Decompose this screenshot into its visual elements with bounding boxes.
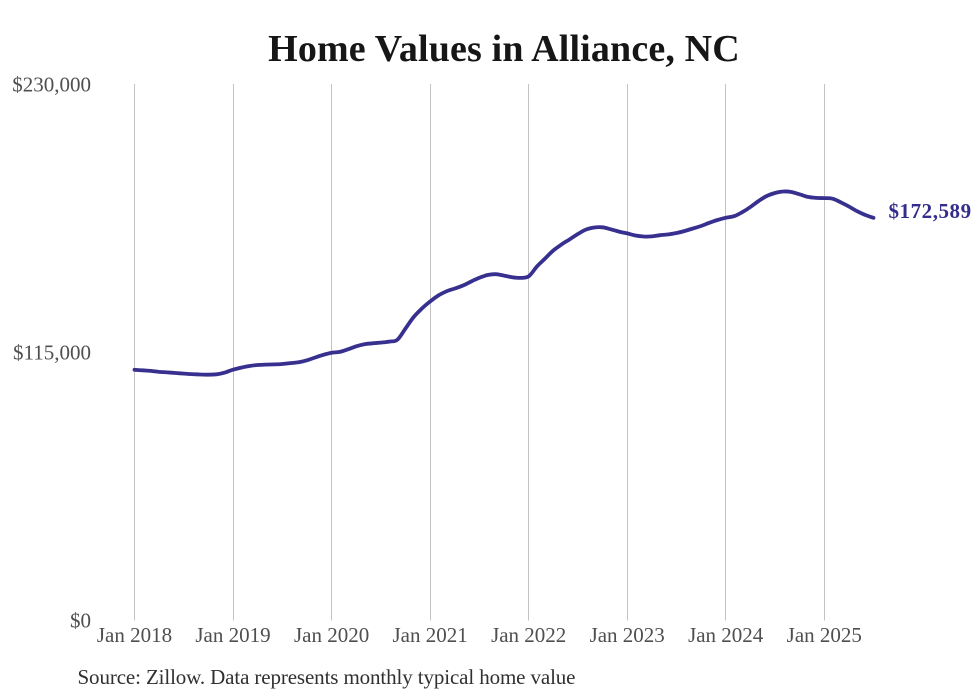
svg-text:Jan 2022: Jan 2022 — [491, 623, 566, 647]
svg-text:$0: $0 — [70, 609, 91, 633]
svg-text:$230,000: $230,000 — [12, 73, 91, 97]
svg-text:Jan 2018: Jan 2018 — [97, 623, 172, 647]
svg-text:Home Values in Alliance, NC: Home Values in Alliance, NC — [268, 28, 740, 70]
svg-text:Jan 2025: Jan 2025 — [787, 623, 862, 647]
svg-text:Jan 2020: Jan 2020 — [294, 623, 369, 647]
svg-text:Source: Zillow. Data represent: Source: Zillow. Data represents monthly … — [78, 665, 576, 689]
svg-text:Jan 2021: Jan 2021 — [392, 623, 467, 647]
svg-text:Jan 2024: Jan 2024 — [688, 623, 764, 647]
svg-text:Jan 2023: Jan 2023 — [590, 623, 665, 647]
svg-text:Jan 2019: Jan 2019 — [195, 623, 270, 647]
svg-text:$115,000: $115,000 — [13, 341, 91, 365]
svg-text:$172,589: $172,589 — [889, 199, 972, 223]
